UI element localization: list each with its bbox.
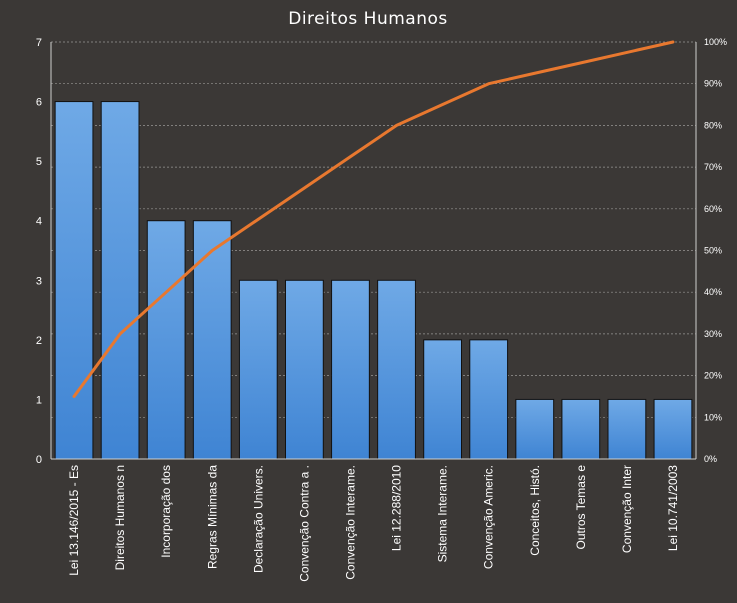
x-tick-label: Convenção Contra a . xyxy=(297,465,311,582)
x-tick-label: Lei 10.741/2003 xyxy=(666,465,680,551)
x-tick-label: Lei 13.146/2015 - Es xyxy=(67,465,81,576)
y2-tick-label: 40% xyxy=(704,287,722,297)
y-tick-label: 2 xyxy=(36,335,42,347)
y-tick-label: 3 xyxy=(36,275,42,287)
y-tick-label: 4 xyxy=(36,216,42,228)
bar xyxy=(515,398,555,460)
y-tick-label: 5 xyxy=(36,156,42,168)
x-tick-label: Regras Mínimas da xyxy=(205,465,219,569)
bar xyxy=(653,398,693,460)
x-tick-label: Incorporação dos xyxy=(159,465,173,558)
bar xyxy=(54,101,94,460)
y-tick-label: 6 xyxy=(36,97,42,109)
y2-tick-label: 50% xyxy=(704,246,722,256)
bar xyxy=(561,398,601,460)
y-tick-label: 7 xyxy=(36,37,42,49)
bar xyxy=(146,220,186,460)
y2-tick-label: 60% xyxy=(704,204,722,214)
x-tick-label: Convenção Inter xyxy=(620,465,634,553)
chart-title: Direitos Humanos xyxy=(288,9,448,29)
axes: 0% 10% 20% 30% 40% 50% 60% 70% 80% 90% 100% 0 1 2 3 4 5 6… xyxy=(36,37,727,582)
x-tick-label: Lei 12.288/2010 xyxy=(390,465,404,551)
x-tick-label: Conceitos, Histó. xyxy=(528,465,542,556)
y2-tick-label: 100% xyxy=(704,37,727,47)
x-tick-label: Sistema Interame. xyxy=(436,465,450,562)
y-tick-label: 1 xyxy=(36,394,42,406)
bar xyxy=(469,339,509,460)
bar xyxy=(423,339,462,460)
bars xyxy=(54,101,693,460)
y2-tick-label: 30% xyxy=(704,329,722,339)
y2-tick-label: 70% xyxy=(704,162,722,172)
bar xyxy=(192,220,232,460)
x-tick-label: Outros Temas e xyxy=(574,465,588,550)
bar xyxy=(607,398,647,460)
y2-tick-label: 0% xyxy=(704,454,717,464)
bar xyxy=(100,101,140,460)
y2-tick-label: 80% xyxy=(704,120,722,130)
x-tick-label: Direitos Humanos n xyxy=(113,465,127,570)
y2-tick-label: 20% xyxy=(704,371,722,381)
cumulative-line xyxy=(72,40,675,398)
bar xyxy=(377,279,416,460)
x-tick-label: Convenção Interame. xyxy=(343,465,357,580)
bar xyxy=(331,279,370,460)
x-tick-label: Declaração Univers. xyxy=(251,465,265,573)
y-tick-label: 0 xyxy=(36,454,42,466)
bar xyxy=(238,279,278,460)
x-tick-label: Convenção Americ. xyxy=(482,465,496,569)
y2-tick-label: 10% xyxy=(704,412,722,422)
cumulative-line-path xyxy=(72,40,675,398)
y2-tick-label: 90% xyxy=(704,79,722,89)
bar xyxy=(285,279,324,460)
